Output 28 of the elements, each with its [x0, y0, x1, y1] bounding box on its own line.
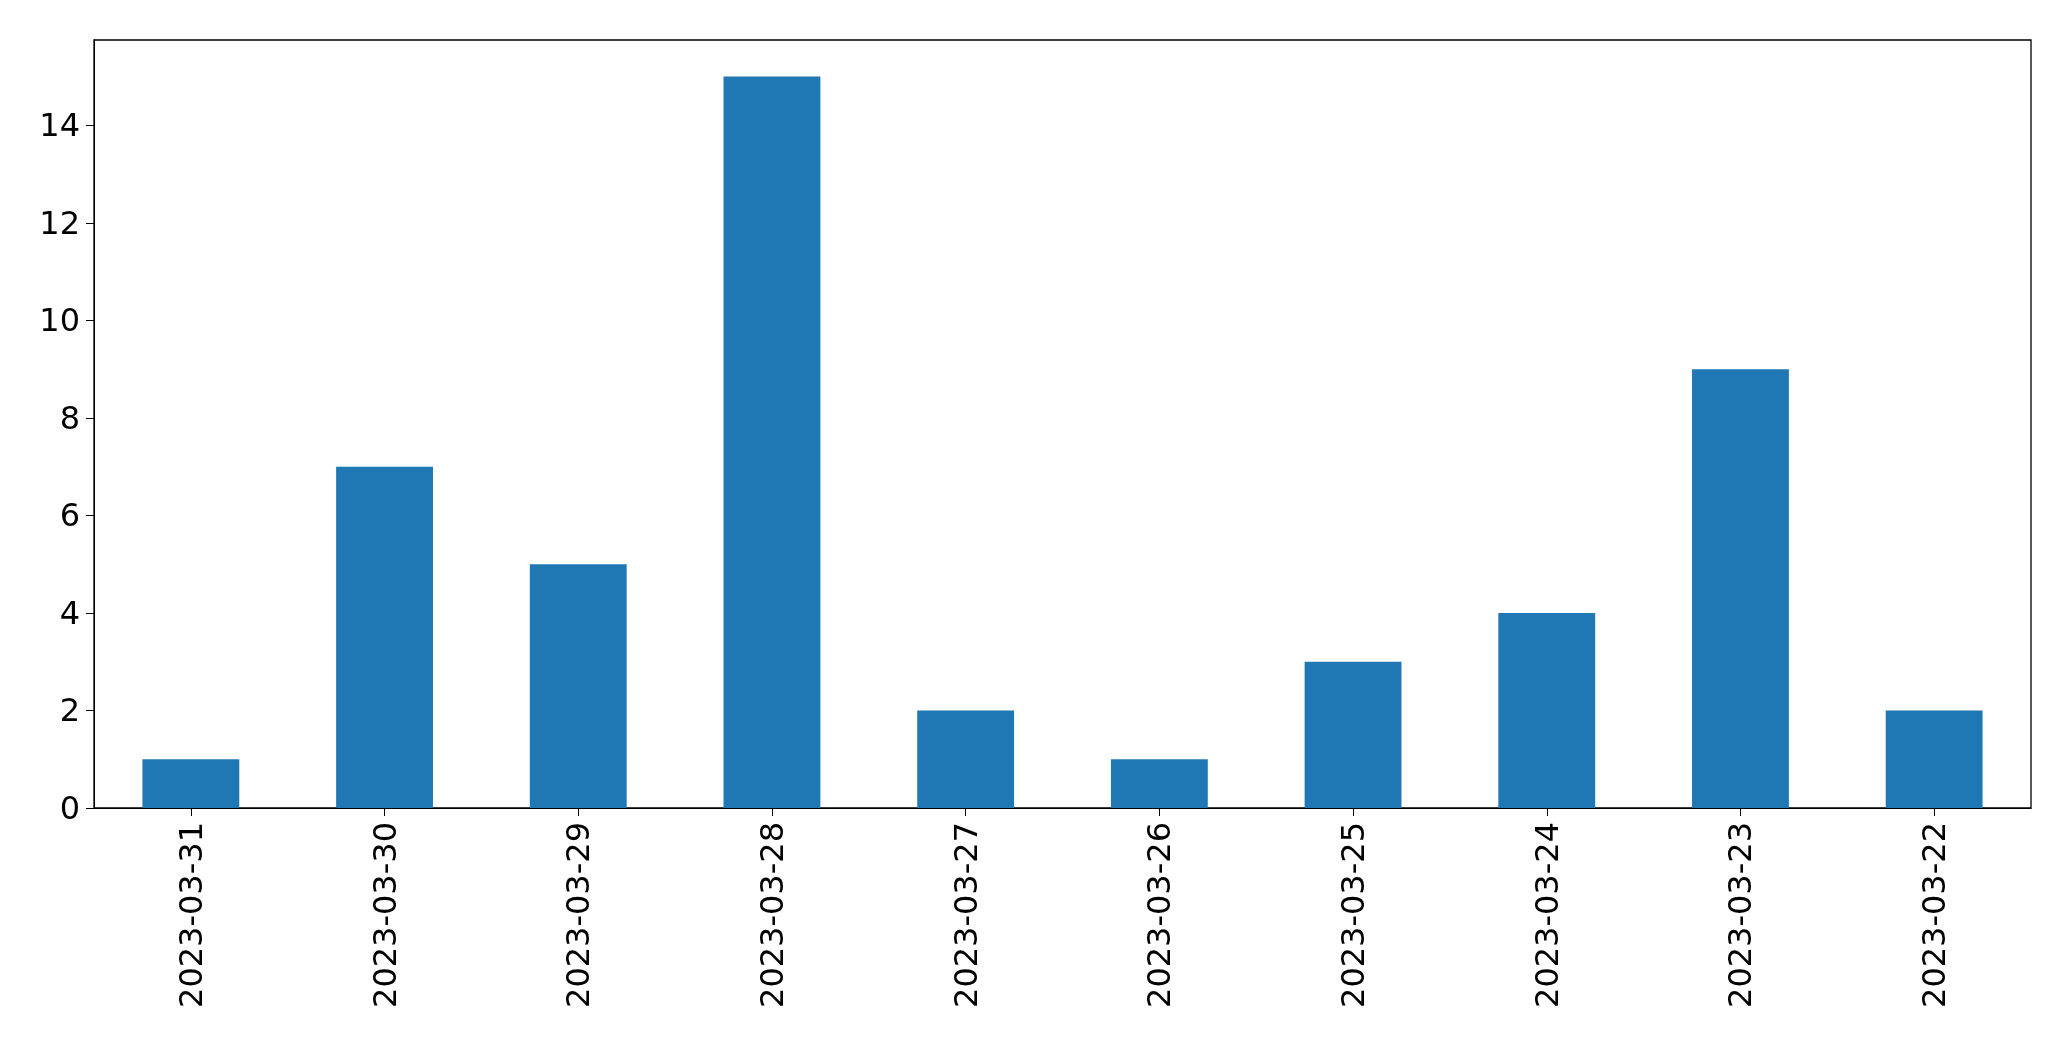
bar: [917, 710, 1015, 808]
y-tick-label: 14: [39, 106, 80, 145]
bar: [1885, 710, 1983, 808]
bar: [1692, 369, 1789, 808]
x-tick-label: 2023-03-22: [1915, 822, 1954, 1008]
x-tick-label: 2023-03-26: [1140, 822, 1179, 1008]
x-tick-label: 2023-03-24: [1527, 822, 1566, 1008]
x-tick-label: 2023-03-31: [171, 822, 210, 1008]
bar: [529, 564, 627, 808]
x-tick-label: 2023-03-29: [559, 822, 598, 1008]
bar: [1498, 612, 1596, 808]
x-tick-label: 2023-03-23: [1721, 822, 1760, 1008]
y-tick-label: 10: [39, 301, 80, 340]
y-tick-label: 0: [59, 789, 80, 827]
x-tick-label: 2023-03-30: [365, 822, 404, 1008]
y-tick-label: 8: [59, 398, 80, 437]
bar: [142, 759, 240, 808]
bar: [723, 76, 821, 808]
bar: [1304, 661, 1402, 808]
bar: [1110, 759, 1208, 808]
x-tick-label: 2023-03-25: [1334, 822, 1373, 1008]
y-tick-label: 6: [59, 496, 80, 535]
y-tick-label: 4: [59, 593, 80, 632]
y-tick-label: 2: [59, 691, 80, 730]
x-tick-label: 2023-03-27: [946, 822, 985, 1008]
y-tick-label: 12: [39, 203, 80, 242]
bar: [336, 466, 433, 808]
x-tick-label: 2023-03-28: [752, 822, 791, 1008]
